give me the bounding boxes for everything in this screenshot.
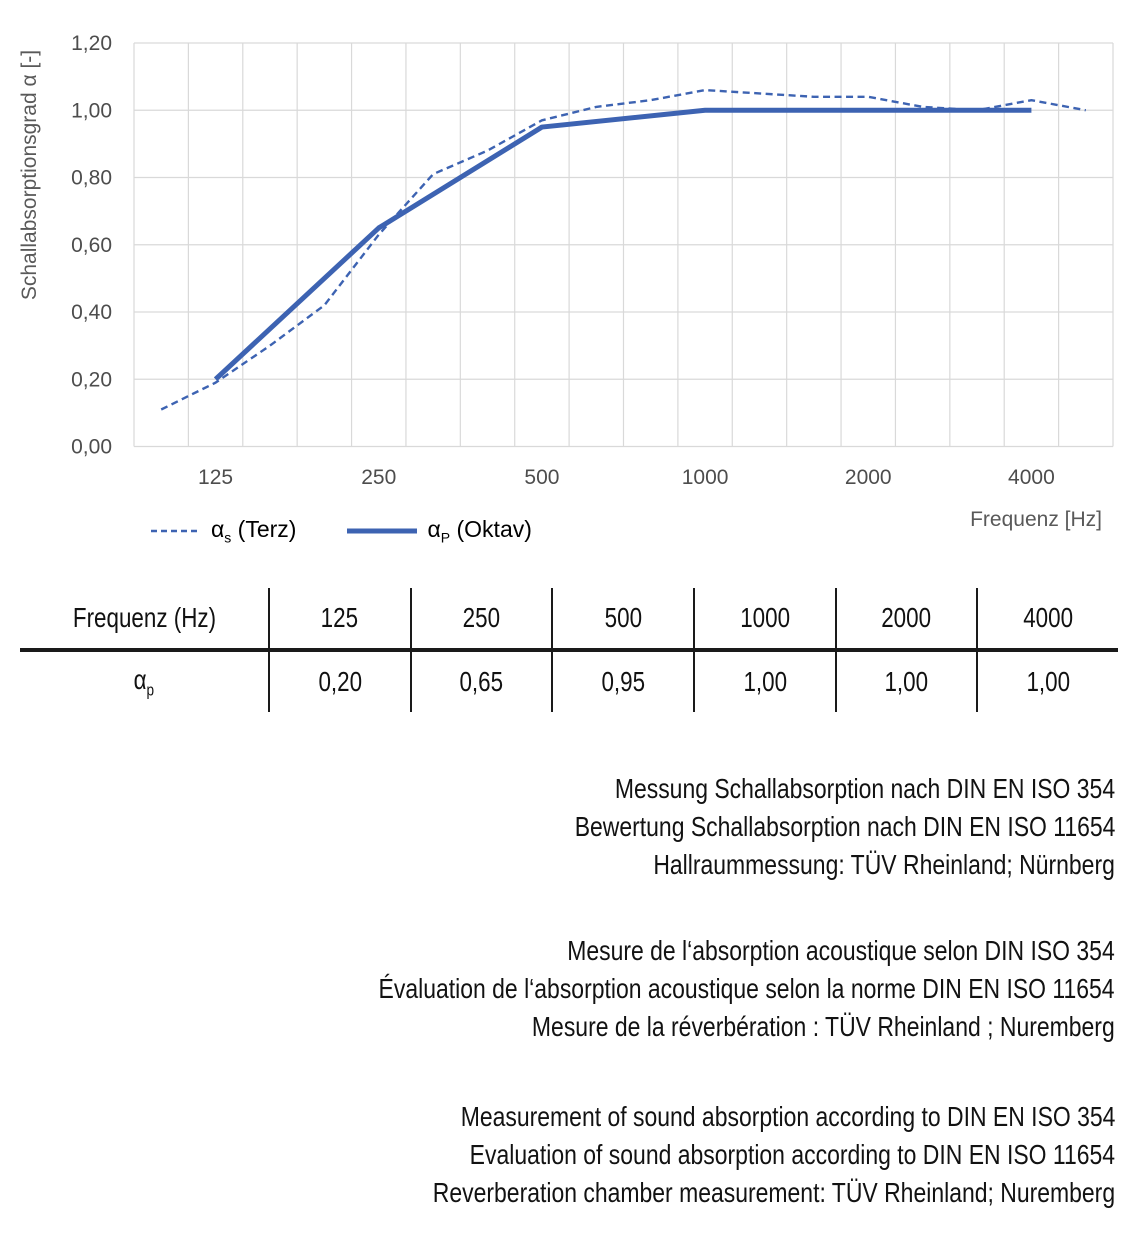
table-header-freq: 4000	[976, 588, 1118, 648]
table-value: 0,65	[409, 652, 552, 712]
table-value-row: αp 0,20 0,65 0,95 1,00 1,00 1,00	[20, 652, 1118, 712]
table-header-freq: 1000	[693, 588, 835, 648]
note-line: Hallraummessung: TÜV Rheinland; Nürnberg	[653, 849, 1115, 880]
note-french: Mesure de l‘absorption acoustique selon …	[217, 932, 1115, 1046]
x-tick-label: 500	[524, 466, 559, 489]
dashed-line-sample-icon	[151, 529, 201, 533]
absorption-chart: 0,00 0,20 0,40 0,60 0,80 1,00 1,20 125 250 500 100…	[0, 0, 1135, 560]
table-row-label: αp	[133, 663, 155, 700]
y-axis-title: Schallabsorptionsgrad α [-]	[18, 50, 41, 300]
legend-item-oktav: αP (Oktav)	[346, 516, 532, 546]
x-tick-label: 1000	[682, 466, 729, 489]
note-line: Mesure de la réverbération : TÜV Rheinla…	[532, 1011, 1115, 1042]
table-value: 1,00	[834, 652, 977, 712]
chart-legend: αs (Terz) αP (Oktav)	[150, 514, 532, 548]
note-line: Mesure de l‘absorption acoustique selon …	[567, 935, 1115, 966]
note-line: Évaluation de l‘absorption acoustique se…	[378, 973, 1115, 1004]
legend-item-terz: αs (Terz)	[150, 516, 296, 546]
note-line: Messung Schallabsorption nach DIN EN ISO…	[614, 773, 1115, 804]
terz-series-line	[160, 88, 1087, 411]
table-value: 1,00	[976, 652, 1118, 712]
table-header-freq: 500	[551, 588, 693, 648]
table-header-freq: 2000	[834, 588, 977, 648]
x-tick-label: 250	[361, 466, 396, 489]
y-tick-label: 1,00	[71, 99, 112, 122]
note-line: Reverberation chamber measurement: TÜV R…	[432, 1177, 1115, 1208]
y-tick-label: 0,40	[71, 301, 112, 324]
note-line: Measurement of sound absorption accordin…	[460, 1101, 1115, 1132]
table-value: 1,00	[693, 652, 835, 712]
table-value: 0,95	[551, 652, 693, 712]
note-line: Bewertung Schallabsorption nach DIN EN I…	[574, 811, 1115, 842]
y-tick-label: 0,80	[71, 167, 112, 190]
table-divider	[20, 648, 1118, 652]
note-line: Evaluation of sound absorption according…	[469, 1139, 1115, 1170]
absorption-chart-svg: 0,00 0,20 0,40 0,60 0,80 1,00 1,20 125 250 500 100…	[18, 32, 1114, 531]
table-header-row: Frequenz (Hz) 125 250 500 1000 2000 4000	[20, 588, 1118, 648]
y-tick-label: 0,00	[71, 436, 112, 459]
note-german: Messung Schallabsorption nach DIN EN ISO…	[456, 770, 1115, 884]
y-tick-label: 1,20	[71, 32, 112, 55]
x-tick-label: 2000	[845, 466, 892, 489]
x-axis-title: Frequenz [Hz]	[970, 508, 1102, 531]
table-header-freq: 250	[409, 588, 552, 648]
y-tick-label: 0,20	[71, 368, 112, 391]
table-header-label: Frequenz (Hz)	[72, 602, 216, 633]
x-tick-label: 125	[198, 466, 233, 489]
table-value: 0,20	[268, 652, 410, 712]
y-tick-label: 0,60	[71, 234, 112, 257]
table-header-freq: 125	[268, 588, 410, 648]
solid-line-sample-icon	[347, 528, 418, 534]
x-tick-label: 4000	[1008, 466, 1055, 489]
absorption-table: Frequenz (Hz) 125 250 500 1000 2000 4000…	[20, 588, 1118, 712]
note-english: Measurement of sound absorption accordin…	[283, 1098, 1115, 1212]
oktav-series-line	[213, 107, 1032, 382]
legend-label-terz: αs (Terz)	[211, 516, 297, 546]
legend-label-oktav: αP (Oktav)	[427, 516, 532, 546]
